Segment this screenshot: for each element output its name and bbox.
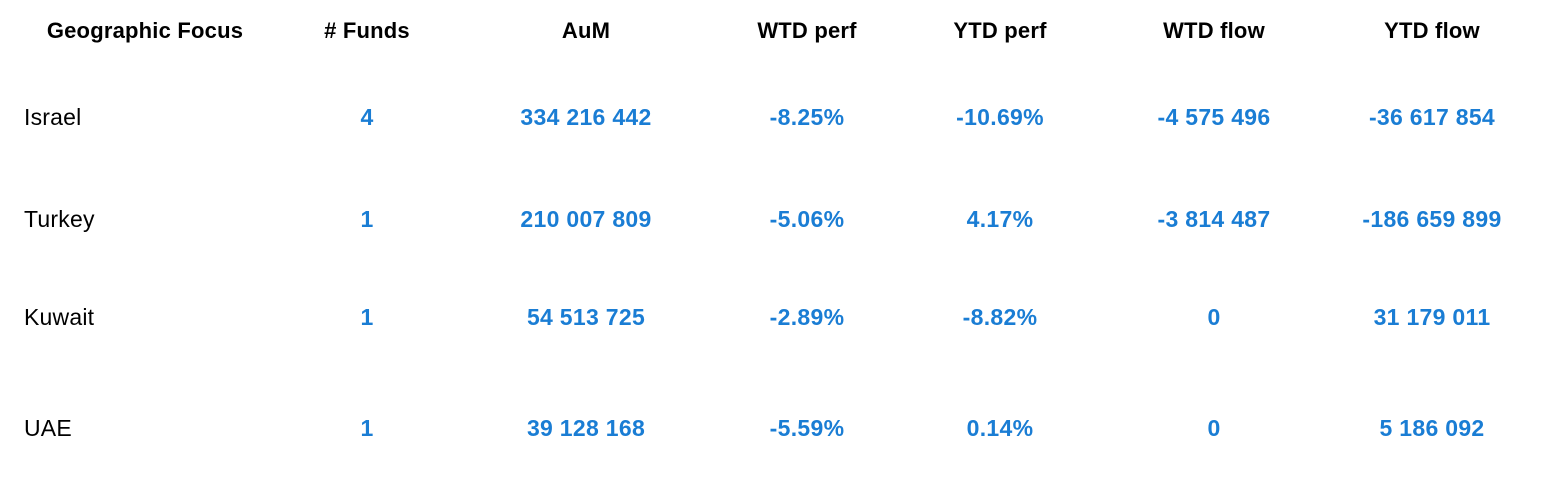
ytd-perf-value: -8.82% [962, 303, 1038, 330]
table-row-israel: Israel 4 334 216 442 -8.25% -10.69% -4 5… [0, 62, 1550, 172]
table-header-row: Geographic Focus # Funds AuM WTD perf YT… [0, 0, 1550, 62]
aum-value: 39 128 168 [526, 414, 646, 441]
wtd-perf-value: -5.06% [769, 205, 845, 232]
wtd-perf-value: -5.59% [769, 414, 845, 441]
column-header-geographic-focus[interactable]: Geographic Focus [46, 18, 244, 43]
column-header-aum[interactable]: AuM [561, 18, 611, 43]
num-funds-value: 4 [360, 103, 374, 130]
wtd-flow-value: 0 [1207, 303, 1221, 330]
num-funds-value: 1 [360, 303, 374, 330]
ytd-flow-value: 5 186 092 [1379, 414, 1485, 441]
geographic-focus-table: Geographic Focus # Funds AuM WTD perf YT… [0, 0, 1550, 488]
geo-label: Israel [24, 103, 82, 130]
ytd-flow-value: 31 179 011 [1373, 303, 1491, 330]
wtd-perf-value: -2.89% [769, 303, 845, 330]
table-row-kuwait: Kuwait 1 54 513 725 -2.89% -8.82% 0 31 1… [0, 266, 1550, 368]
aum-value: 334 216 442 [520, 103, 652, 130]
ytd-perf-value: 4.17% [966, 205, 1034, 232]
wtd-flow-value: -3 814 487 [1157, 205, 1271, 232]
column-header-num-funds[interactable]: # Funds [324, 18, 410, 43]
ytd-flow-value: -186 659 899 [1362, 205, 1502, 232]
num-funds-value: 1 [360, 205, 374, 232]
column-header-wtd-flow[interactable]: WTD flow [1163, 18, 1265, 43]
geo-label: UAE [24, 414, 72, 441]
aum-value: 54 513 725 [526, 303, 646, 330]
wtd-flow-value: -4 575 496 [1157, 103, 1271, 130]
column-header-ytd-perf[interactable]: YTD perf [953, 18, 1047, 43]
column-header-wtd-perf[interactable]: WTD perf [757, 18, 857, 43]
wtd-flow-value: 0 [1207, 414, 1221, 441]
geo-label: Kuwait [24, 303, 95, 330]
table-row-turkey: Turkey 1 210 007 809 -5.06% 4.17% -3 814… [0, 172, 1550, 266]
num-funds-value: 1 [360, 414, 374, 441]
column-header-ytd-flow[interactable]: YTD flow [1384, 18, 1480, 43]
geo-label: Turkey [24, 205, 95, 232]
wtd-perf-value: -8.25% [769, 103, 845, 130]
ytd-flow-value: -36 617 854 [1368, 103, 1496, 130]
ytd-perf-value: -10.69% [956, 103, 1044, 130]
aum-value: 210 007 809 [520, 205, 652, 232]
table-row-uae: UAE 1 39 128 168 -5.59% 0.14% 0 5 186 09… [0, 368, 1550, 488]
ytd-perf-value: 0.14% [966, 414, 1034, 441]
